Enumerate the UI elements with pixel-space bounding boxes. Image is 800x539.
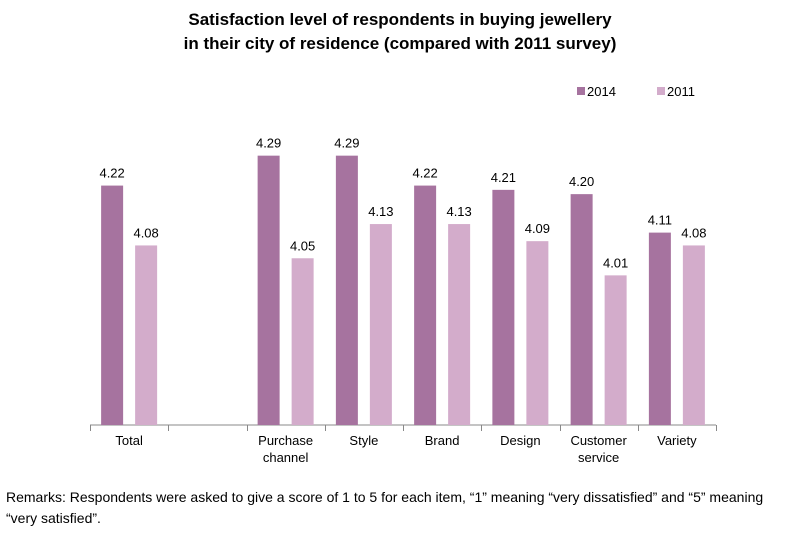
category-label-2: channel [263, 450, 309, 465]
legend-swatch-2011 [657, 87, 665, 95]
bar-2011-4 [448, 224, 471, 425]
data-label-2014-2: 4.29 [256, 136, 281, 151]
data-label-2011-7: 4.08 [681, 225, 706, 240]
bar-2011-3 [369, 224, 392, 425]
data-label-2014-3: 4.29 [334, 136, 359, 151]
legend-swatch-2014 [577, 87, 585, 95]
bar-2011-5 [526, 241, 549, 425]
data-label-2014-0: 4.22 [99, 166, 124, 181]
bar-2014-3 [335, 155, 358, 426]
category-label-4: Brand [425, 433, 460, 448]
data-label-2011-6: 4.01 [603, 255, 628, 270]
data-label-2014-7: 4.11 [648, 213, 672, 228]
bar-2014-4 [414, 185, 437, 425]
data-label-2011-0: 4.08 [133, 225, 158, 240]
data-label-2014-5: 4.21 [491, 170, 516, 185]
chart-title: Satisfaction level of respondents in buy… [0, 8, 800, 56]
remarks-note: Remarks: Respondents were asked to give … [6, 489, 764, 526]
data-label-2011-2: 4.05 [290, 238, 315, 253]
category-label-6: Customer [570, 433, 627, 448]
category-label-5: Design [500, 433, 540, 448]
category-label-7: Variety [657, 433, 697, 448]
category-label-3: Style [349, 433, 378, 448]
chart-title-line-1: Satisfaction level of respondents in buy… [188, 10, 612, 29]
data-label-2014-4: 4.22 [412, 166, 437, 181]
category-label-6: service [578, 450, 619, 465]
bar-2014-0 [101, 185, 124, 425]
bar-2014-7 [648, 232, 671, 425]
legend-label-2014: 2014 [587, 84, 616, 99]
data-label-2014-6: 4.20 [569, 174, 594, 189]
data-label-2011-4: 4.13 [446, 204, 471, 219]
data-label-2011-5: 4.09 [525, 221, 550, 236]
bar-2011-7 [682, 245, 705, 425]
legend-label-2011: 2011 [667, 84, 695, 99]
category-label-2: Purchase [258, 433, 313, 448]
bar-2011-0 [135, 245, 158, 425]
bar-2014-6 [570, 194, 593, 425]
bar-2011-6 [604, 275, 627, 425]
bar-2011-2 [291, 258, 314, 425]
data-label-2011-3: 4.13 [368, 204, 393, 219]
chart-title-line-2: in their city of residence (compared wit… [183, 34, 617, 53]
bar-2014-2 [257, 155, 280, 426]
bar-2014-5 [492, 189, 515, 425]
category-label-0: Total [115, 433, 143, 448]
